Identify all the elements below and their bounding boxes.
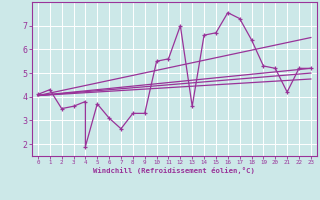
X-axis label: Windchill (Refroidissement éolien,°C): Windchill (Refroidissement éolien,°C) [93, 167, 255, 174]
